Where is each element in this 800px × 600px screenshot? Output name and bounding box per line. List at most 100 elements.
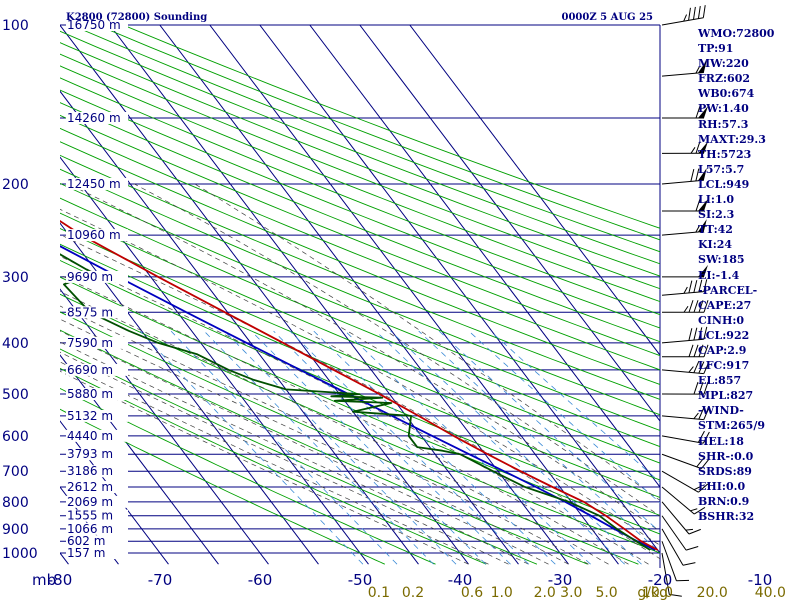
height-labels: 16750 m 14260 m 12450 m 10960 m 9690 m 8575 m… <box>66 18 128 560</box>
temperature-tick-label: -20 <box>648 571 673 589</box>
sounding-index: FRZ:602 <box>698 72 751 86</box>
temperature-tick-label: -60 <box>248 571 273 589</box>
isotherm-line <box>259 25 660 554</box>
mixing-ratio-line <box>313 330 556 565</box>
dry-adiabat-line <box>60 243 660 498</box>
height-label-bg <box>66 509 128 522</box>
isotherm-line <box>0 25 18 564</box>
sounding-index: MW:220 <box>698 57 749 71</box>
height-label: 12450 m <box>67 177 121 191</box>
mixing-ratio-line <box>375 330 625 565</box>
height-label-bg <box>66 535 128 548</box>
wind-barb <box>661 552 682 597</box>
dry-adiabat-line <box>60 348 538 565</box>
temperature-tick-label: -10 <box>748 571 773 589</box>
height-label: 7590 m <box>67 336 113 350</box>
moist-adiabat-line <box>134 183 660 517</box>
pressure-label: 300 <box>2 270 29 286</box>
pressure-label: 400 <box>2 336 29 352</box>
height-label: 1555 m <box>67 509 113 523</box>
pressure-label: 500 <box>2 387 29 403</box>
height-label-bg <box>66 111 128 124</box>
wind-barb <box>661 407 710 421</box>
dewpoint-trace <box>60 253 651 551</box>
dry-adiabat-line <box>60 30 660 265</box>
dry-adiabat-line <box>60 212 660 464</box>
isotherm-line <box>60 222 319 565</box>
station-title: K2800 (72800) Sounding <box>66 12 207 23</box>
wind-barb <box>661 430 710 444</box>
height-label-bg <box>66 547 128 559</box>
temperature-tick-label: -30 <box>548 571 573 589</box>
dry-adiabat-line <box>60 276 660 535</box>
height-label: 4440 m <box>67 429 113 443</box>
mixing-ratio-line <box>390 330 642 565</box>
moist-adiabat-line <box>60 255 649 565</box>
sounding-index: L57:5.7 <box>698 162 745 176</box>
mixing-ratio-label: 10.0 <box>642 585 673 600</box>
mixing-ratio-line <box>438 330 660 533</box>
height-label-bg <box>66 495 128 508</box>
moist-adiabat-line <box>194 183 660 501</box>
height-label: 2069 m <box>67 495 113 509</box>
dry-adiabat-line <box>60 293 660 554</box>
wind-barb <box>661 381 709 395</box>
height-label: 10960 m <box>67 228 121 242</box>
sounding-index: WB0:674 <box>698 87 755 101</box>
pressure-label: 700 <box>2 464 29 480</box>
wind-barb <box>661 300 709 313</box>
isotherm-line <box>409 25 660 356</box>
height-label-bg <box>66 306 128 319</box>
moist-adiabat-line <box>60 361 489 565</box>
dry-adiabat-line <box>60 65 660 303</box>
pressure-label: 900 <box>2 522 29 538</box>
sounding-index: SW:185 <box>698 253 745 267</box>
mixing-ratio-label: 0.2 <box>402 585 424 600</box>
temperature-trace <box>60 220 659 551</box>
temperature-axis-labels: mb-80-70-60-50-40-30-20-10010203040 <box>32 571 773 589</box>
sounding-index: LI:1.0 <box>698 193 735 207</box>
height-label: 5132 m <box>67 409 113 423</box>
dry-adiabat-line <box>60 227 660 481</box>
height-label-bg <box>66 388 128 401</box>
dry-adiabat-line <box>60 387 436 565</box>
mixing-ratio-line <box>170 330 398 565</box>
pressure-label: 800 <box>2 495 29 511</box>
dry-adiabat-line <box>60 89 660 329</box>
mixing-ratio-line <box>418 330 660 553</box>
wind-barb <box>661 141 708 154</box>
dry-adiabat-line <box>60 127 660 371</box>
mixing-ratio-line <box>345 330 591 565</box>
isotherm-line <box>209 25 619 565</box>
height-label: 157 m <box>67 546 105 560</box>
sounding-index: PW:1.40 <box>698 102 749 116</box>
wind-barb <box>661 486 706 515</box>
moist-adiabat-line <box>60 341 529 565</box>
sounding-index: MAXT:29.3 <box>698 132 766 146</box>
sounding-index: SHR-:0.0 <box>698 449 754 463</box>
wind-barb <box>661 167 707 185</box>
height-label: 2612 m <box>67 480 113 494</box>
moist-adiabat-line <box>68 183 660 532</box>
sounding-index: WMO:72800 <box>698 27 775 40</box>
sounding-datetime: 0000Z 5 AUG 25 <box>562 12 654 23</box>
wind-barb <box>661 528 696 566</box>
sounding-index: EL:857 <box>698 374 742 388</box>
sounding-index: LCL:949 <box>698 177 750 191</box>
mixing-ratio-line <box>139 330 364 565</box>
height-label-bg <box>66 229 128 242</box>
sounding-index: MPL:827 <box>698 389 754 403</box>
isotherm-line <box>309 25 660 488</box>
moist-adiabat-line <box>60 351 509 565</box>
isotherm-line <box>60 354 219 565</box>
height-label: 602 m <box>67 534 105 548</box>
dry-adiabat-line <box>60 197 660 448</box>
mixing-ratio-line <box>490 330 660 483</box>
pressure-label: 200 <box>2 177 29 193</box>
mixing-ratio-label: 0.6 <box>461 585 483 600</box>
sounding-index: EHI:0.0 <box>698 479 746 493</box>
mixing-ratio-labels: 0.1 0.2 0.6 1.0 2.0 3.0 5.0 10.0 20.0 40.0 g/kg <box>368 585 786 600</box>
wind-barb <box>661 515 699 551</box>
pressure-label: 100 <box>2 18 29 34</box>
